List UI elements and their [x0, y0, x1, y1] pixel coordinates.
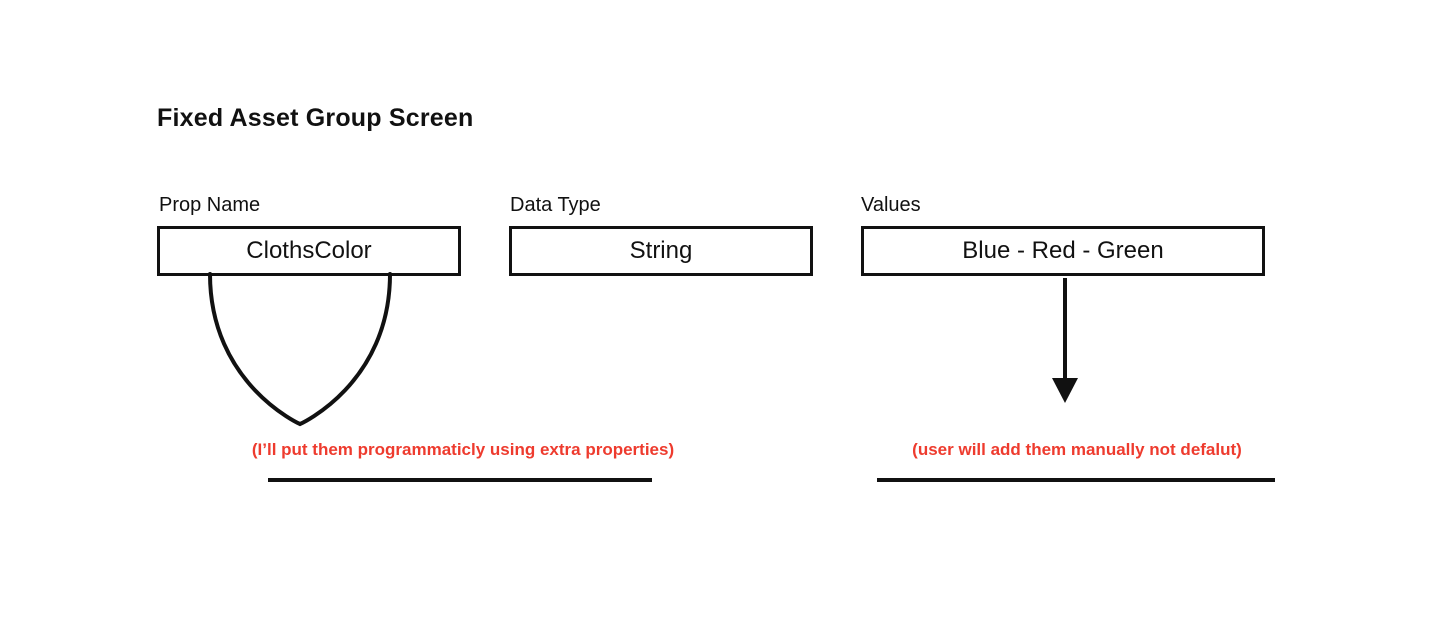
values-column-label: Values [861, 194, 921, 217]
data-type-column-label: Data Type [510, 194, 601, 217]
connector-curve-icon [150, 274, 570, 424]
diagram-canvas: Fixed Asset Group Screen Prop Name Cloth… [0, 0, 1446, 631]
down-arrow-icon [1050, 278, 1080, 408]
prop-name-column-label: Prop Name [159, 194, 260, 217]
right-annotation-underline [877, 478, 1275, 482]
page-title: Fixed Asset Group Screen [157, 104, 473, 133]
values-box[interactable]: Blue - Red - Green [861, 226, 1265, 276]
data-type-box[interactable]: String [509, 226, 813, 276]
prop-name-box[interactable]: ClothsColor [157, 226, 461, 276]
right-annotation-text: (user will add them manually not defalut… [877, 440, 1277, 460]
left-annotation-text: (I’ll put them programmaticly using extr… [203, 440, 723, 460]
left-annotation-underline [268, 478, 652, 482]
